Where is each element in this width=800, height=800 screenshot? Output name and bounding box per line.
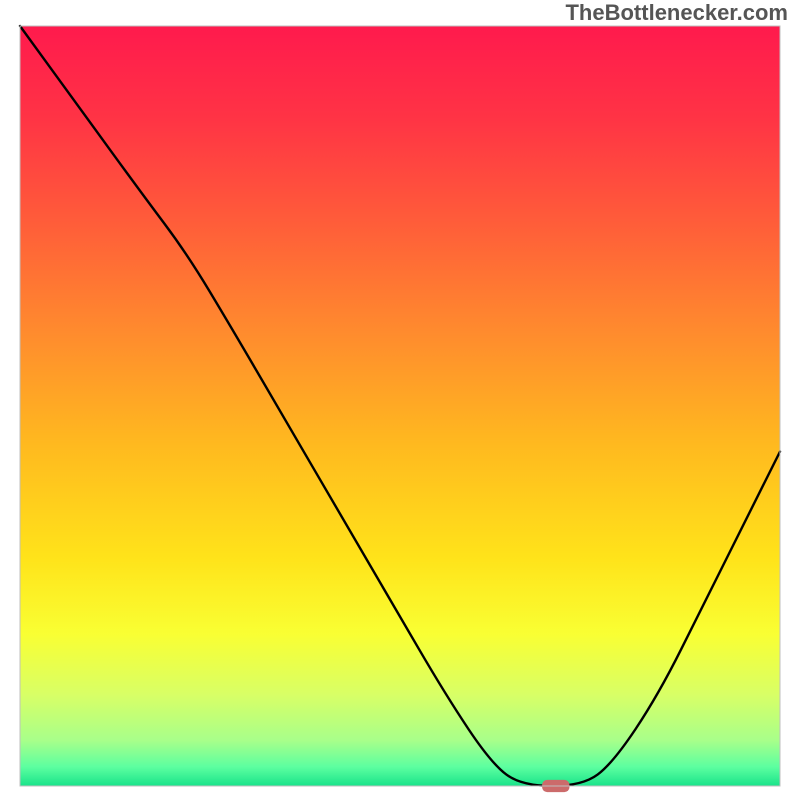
bottleneck-chart bbox=[0, 0, 800, 800]
watermark-text: TheBottlenecker.com bbox=[565, 0, 788, 26]
gradient-background bbox=[20, 26, 780, 786]
chart-container: TheBottlenecker.com bbox=[0, 0, 800, 800]
